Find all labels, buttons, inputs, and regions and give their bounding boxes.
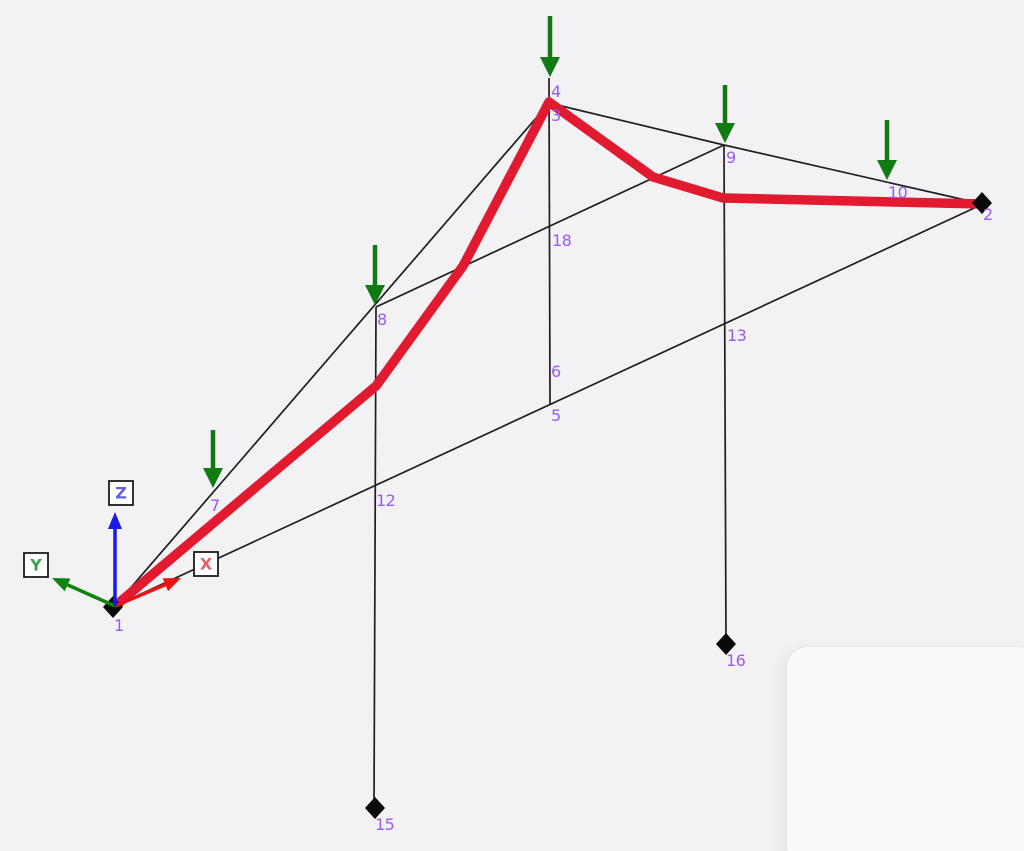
axis-x-box <box>193 551 219 577</box>
node-label-13: 13 <box>727 326 746 345</box>
node-label-10: 10 <box>888 183 908 202</box>
axis-y-arrow-icon-head <box>52 578 71 592</box>
axis-y-arrow-icon-shaft <box>66 583 116 608</box>
node-label-1: 1 <box>114 616 124 635</box>
result-deformation-line[interactable] <box>111 97 984 610</box>
node-label-16: 16 <box>726 651 746 670</box>
load-arrow-head-icon-node-8[interactable] <box>365 285 385 305</box>
member-line-9-16[interactable] <box>723 144 727 645</box>
member-line-4-5[interactable] <box>548 77 551 405</box>
node-label-18: 18 <box>552 231 572 250</box>
member-line-9-2[interactable] <box>723 144 984 205</box>
support-diamond-node-16[interactable] <box>716 633 736 655</box>
support-diamond-node-2[interactable] <box>972 192 992 214</box>
node-label-4: 4 <box>551 82 561 101</box>
load-arrow-head-icon-node-10[interactable] <box>877 160 897 180</box>
node-label-8: 8 <box>377 310 387 329</box>
load-arrow-head-icon-node-4[interactable] <box>540 57 560 77</box>
axis-z-label: Z <box>115 484 127 503</box>
member-line-8-9[interactable] <box>375 144 725 308</box>
member-line-1-3[interactable] <box>114 102 550 607</box>
axis-x-label: X <box>200 555 213 574</box>
axis-y-label: Y <box>29 556 42 575</box>
node-label-15: 15 <box>375 815 394 834</box>
axis-x-arrow-icon-shaft <box>114 583 167 608</box>
node-label-3: 3 <box>551 106 561 125</box>
node-label-5: 5 <box>551 406 561 425</box>
side-panel <box>786 646 1024 851</box>
axis-z-arrow-icon-head <box>108 512 122 529</box>
axis-z-box <box>108 480 134 506</box>
member-line-1-2[interactable] <box>114 203 984 607</box>
node-label-7: 7 <box>210 496 220 515</box>
load-arrow-head-icon-node-9[interactable] <box>715 123 735 143</box>
support-diamond-node-15[interactable] <box>365 797 385 819</box>
axis-y-box <box>23 552 49 578</box>
node-label-12: 12 <box>376 491 395 510</box>
node-label-2: 2 <box>983 205 993 224</box>
node-label-9: 9 <box>726 148 736 167</box>
load-arrow-head-icon-node-7[interactable] <box>203 468 223 488</box>
member-line-3-9[interactable] <box>548 102 725 146</box>
axis-x-arrow-icon-head <box>162 578 181 592</box>
node-label-6: 6 <box>551 362 561 381</box>
